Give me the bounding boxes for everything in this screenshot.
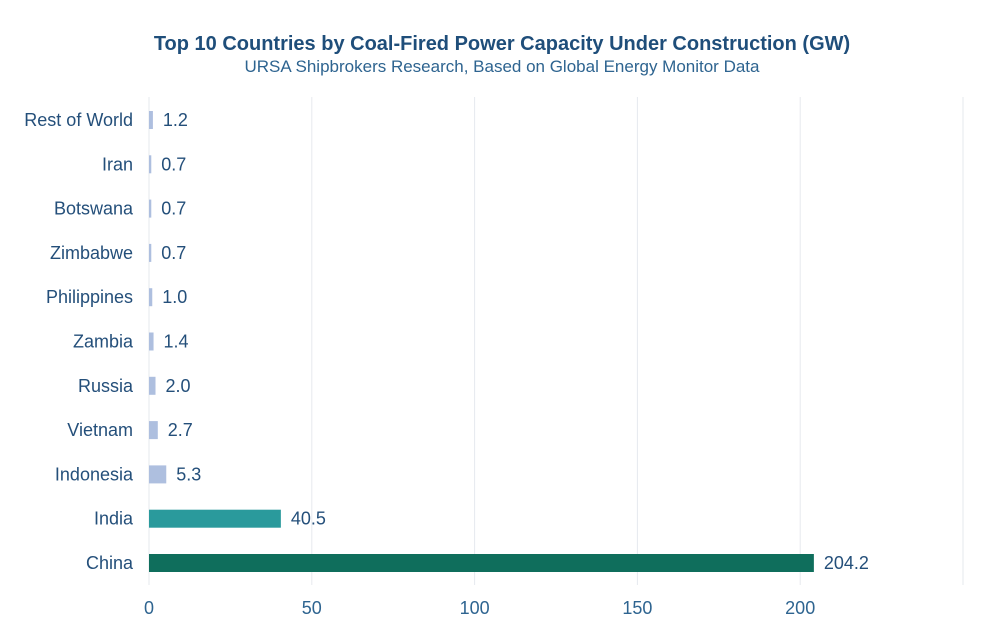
bar — [149, 155, 152, 174]
x-tick-label: 0 — [144, 598, 154, 618]
category-labels: Rest of World Iran Botswana Zimbabwe Philipp… — [24, 110, 134, 573]
category-label: Botswana — [54, 199, 134, 219]
chart-subtitle: URSA Shipbrokers Research, Based on Glob… — [245, 57, 761, 76]
x-axis-ticks: 0 50 100 150 200 — [144, 598, 815, 618]
category-label: China — [86, 553, 134, 573]
value-label: 5.3 — [176, 464, 201, 484]
x-tick-label: 200 — [785, 598, 815, 618]
bars — [149, 111, 814, 572]
bar — [149, 376, 156, 395]
value-label: 1.4 — [164, 332, 189, 352]
bar — [149, 111, 153, 129]
value-label: 2.0 — [166, 376, 191, 396]
x-tick-label: 100 — [460, 598, 490, 618]
value-label: 0.7 — [161, 243, 186, 263]
value-label: 1.2 — [163, 110, 188, 130]
value-label: 2.7 — [168, 420, 193, 440]
x-tick-label: 50 — [302, 598, 322, 618]
category-label: Indonesia — [55, 464, 134, 484]
category-label: Zimbabwe — [50, 243, 133, 263]
category-label: Iran — [102, 154, 133, 174]
category-label: Vietnam — [67, 420, 133, 440]
value-label: 0.7 — [161, 199, 186, 219]
category-label: Rest of World — [24, 110, 133, 130]
category-label: Russia — [78, 376, 134, 396]
bar — [149, 199, 152, 218]
bar — [149, 465, 167, 484]
bar — [149, 554, 814, 572]
bar — [149, 509, 281, 528]
bar — [149, 332, 154, 351]
category-label: Philippines — [46, 287, 133, 307]
category-label: Zambia — [73, 332, 134, 352]
x-tick-label: 150 — [622, 598, 652, 618]
bar — [149, 243, 152, 262]
value-label: 1.0 — [162, 287, 187, 307]
bar — [149, 421, 158, 440]
value-label: 40.5 — [291, 509, 326, 529]
gridlines — [148, 97, 964, 585]
chart-title: Top 10 Countries by Coal-Fired Power Cap… — [154, 33, 850, 55]
value-labels: 1.2 0.7 0.7 0.7 1.0 1.4 2.0 2.7 5.3 40.5 204.2 — [161, 110, 869, 573]
category-label: India — [94, 509, 134, 529]
value-label: 0.7 — [161, 154, 186, 174]
value-label: 204.2 — [824, 553, 869, 573]
bar — [149, 288, 153, 307]
